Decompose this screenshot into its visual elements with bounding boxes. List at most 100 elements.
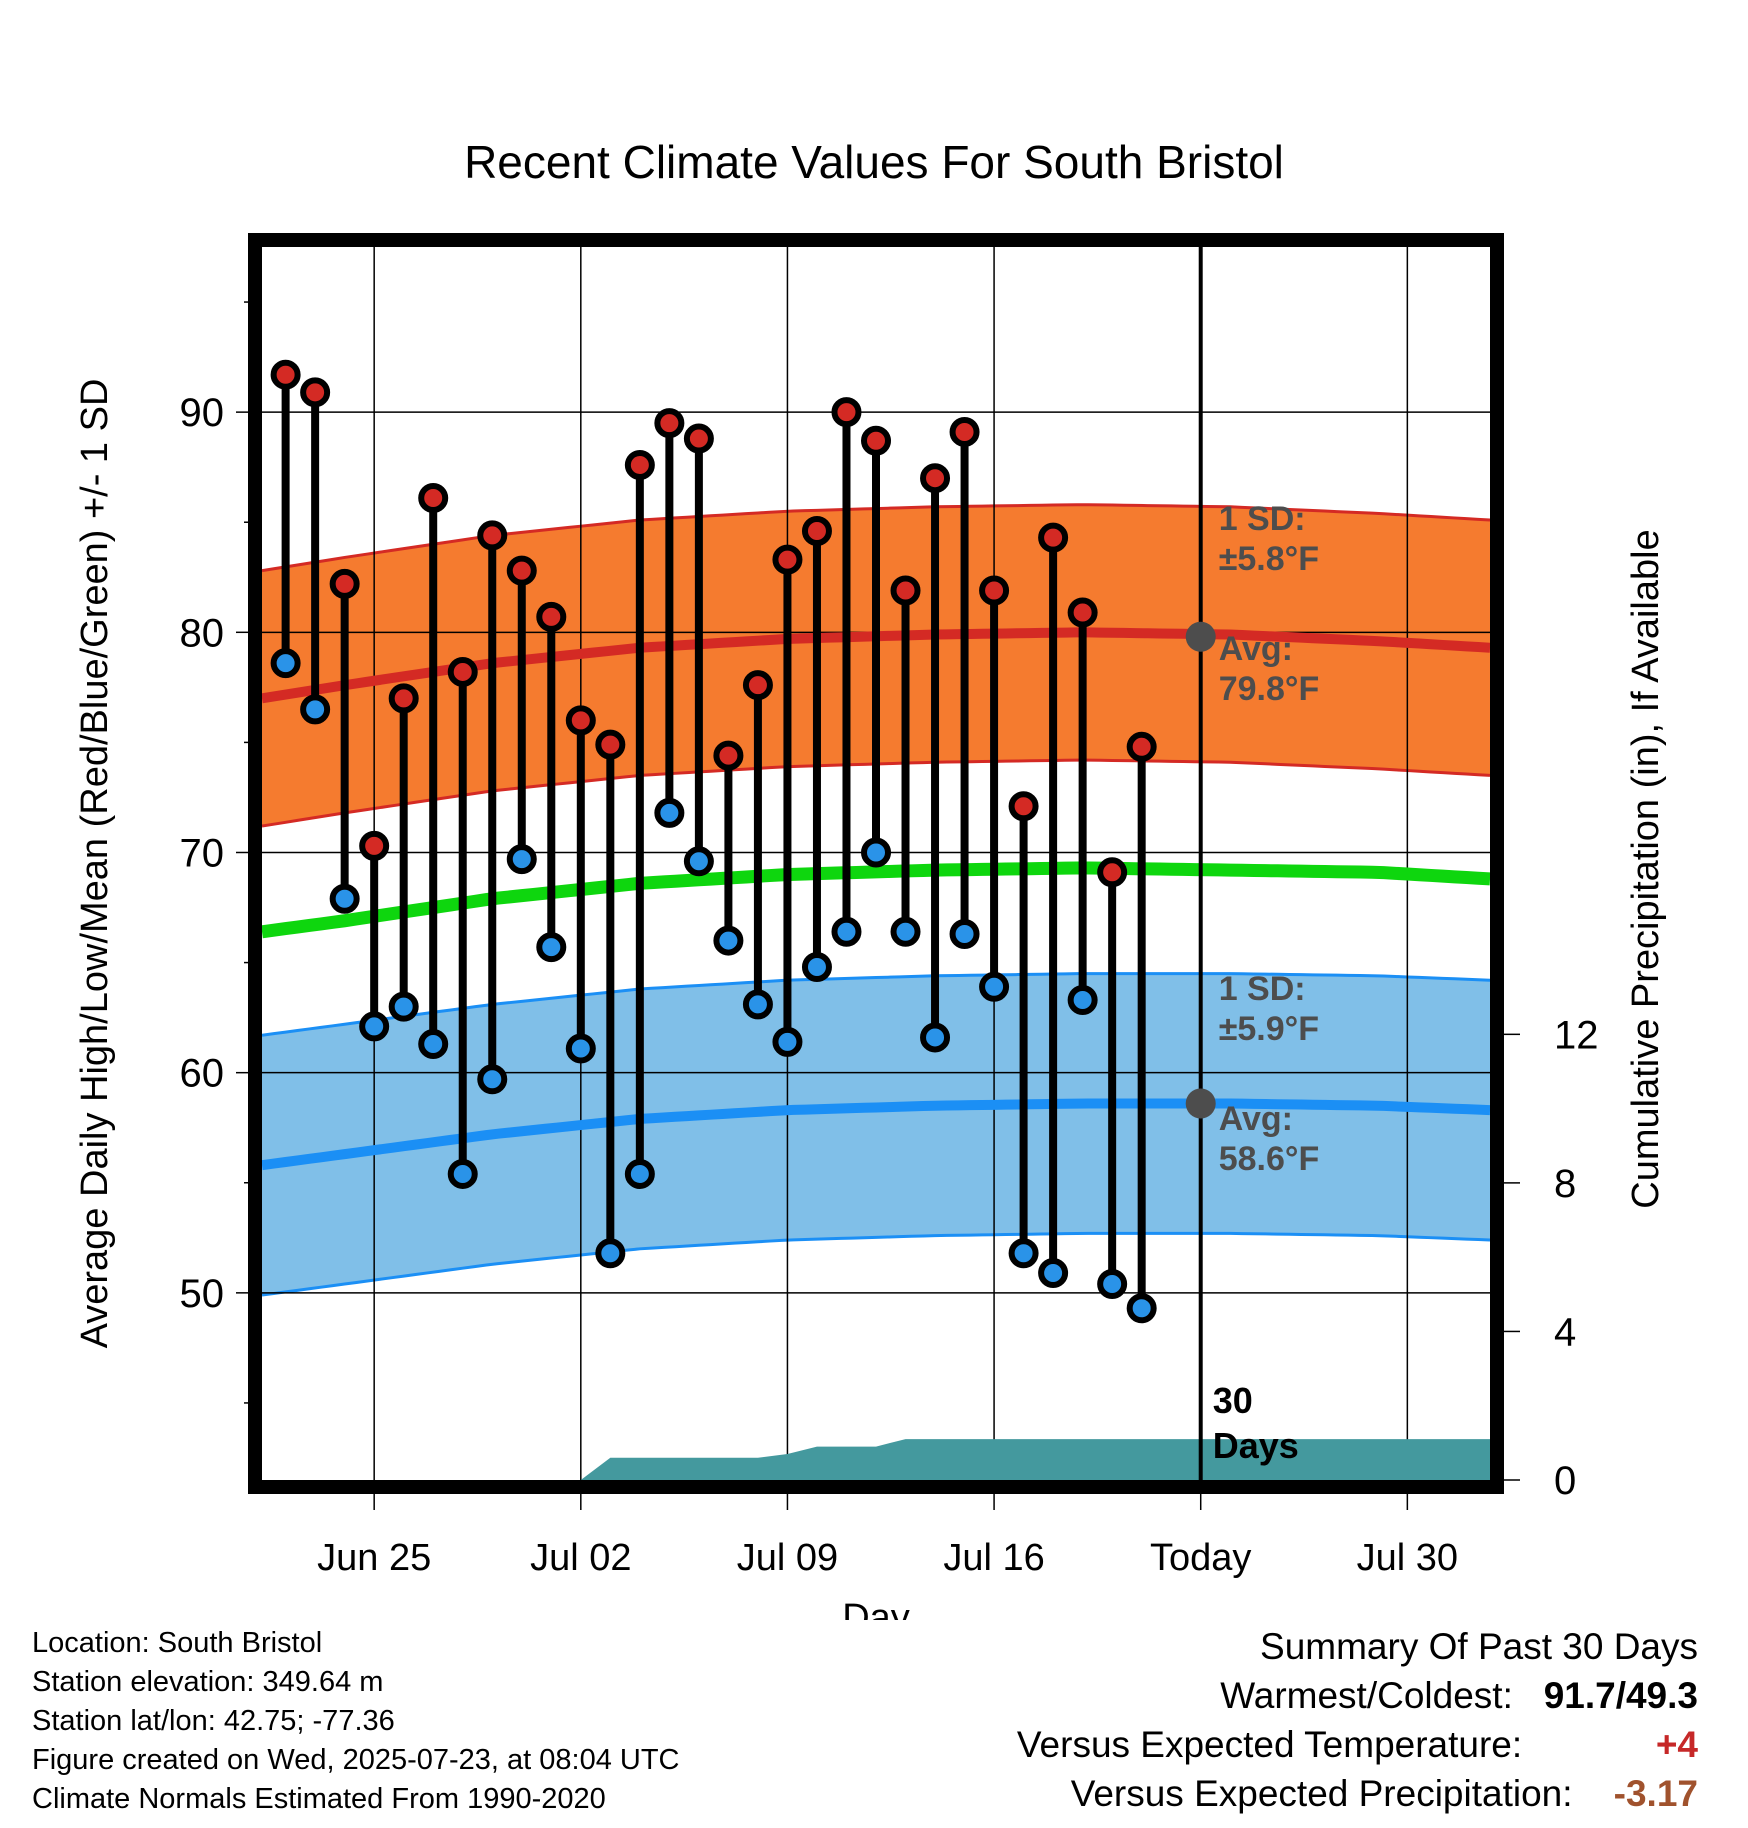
observed-high-point bbox=[654, 408, 685, 439]
daily-mean-normal-line bbox=[262, 861, 1490, 939]
observed-high-point bbox=[1038, 522, 1069, 553]
y2-axis-label: Cumulative Precipitation (in), If Availa… bbox=[1625, 529, 1667, 1208]
observed-high-point bbox=[418, 483, 449, 514]
normals-text: Climate Normals Estimated From 1990-2020 bbox=[32, 1783, 606, 1815]
observed-high-point bbox=[624, 449, 655, 480]
observed-high-point bbox=[447, 656, 478, 687]
observed-low-point bbox=[536, 932, 567, 963]
chart-title: Recent Climate Values For South Bristol bbox=[464, 136, 1284, 188]
observed-high-point bbox=[1097, 857, 1128, 888]
observed-high-point bbox=[565, 705, 596, 736]
observed-high-point bbox=[536, 601, 567, 632]
y-tick-label: 50 bbox=[180, 1272, 225, 1316]
elevation-text: Station elevation: 349.64 m bbox=[32, 1666, 384, 1698]
low-avg-annotation-line2: 58.6°F bbox=[1219, 1140, 1320, 1178]
observed-low-point bbox=[772, 1026, 803, 1057]
temp-deviation-label: Versus Expected Temperature: bbox=[1016, 1724, 1523, 1765]
observed-low-point bbox=[949, 918, 980, 949]
observed-high-point bbox=[772, 544, 803, 575]
observed-low-point bbox=[447, 1158, 478, 1189]
low-sd-annotation-line2: ±5.9°F bbox=[1219, 1010, 1319, 1048]
precip-deviation-row: Versus Expected Precipitation: -3.17 bbox=[1017, 1769, 1698, 1818]
observed-low-point bbox=[890, 916, 921, 947]
observed-low-point bbox=[359, 1011, 390, 1042]
observed-high-point bbox=[890, 575, 921, 606]
y-tick-label: 90 bbox=[180, 391, 225, 435]
low-avg-annotation-line1: Avg: bbox=[1219, 1100, 1293, 1138]
low-sd-lower-edge bbox=[262, 1231, 1490, 1297]
observed-high-point bbox=[742, 670, 773, 701]
summary-panel: Summary Of Past 30 Days Warmest/Coldest:… bbox=[1017, 1622, 1698, 1818]
observed-high-point bbox=[861, 425, 891, 456]
y-tick-label: 60 bbox=[180, 1052, 225, 1096]
observed-high-point bbox=[1008, 791, 1039, 822]
summary-title: Summary Of Past 30 Days bbox=[1260, 1626, 1698, 1667]
observed-low-point bbox=[861, 837, 891, 868]
observed-low-point bbox=[1067, 985, 1098, 1016]
observed-high-point bbox=[949, 416, 980, 447]
high-avg-annotation-line1: Avg: bbox=[1219, 630, 1293, 668]
station-info: Location: South Bristol Station elevatio… bbox=[32, 1624, 680, 1819]
x-axis-label: Day bbox=[842, 1597, 910, 1620]
observed-high-point bbox=[388, 683, 419, 714]
x-tick-label: Jul 16 bbox=[943, 1537, 1044, 1579]
observed-low-point bbox=[418, 1029, 449, 1060]
observed-high-point bbox=[270, 359, 301, 390]
observed-low-point bbox=[565, 1033, 596, 1064]
observed-low-point bbox=[477, 1064, 508, 1095]
y2-tick-label: 4 bbox=[1554, 1310, 1576, 1354]
observed-low-point bbox=[683, 846, 714, 877]
y-tick-label: 80 bbox=[180, 611, 225, 655]
temp-deviation-value: +4 bbox=[1655, 1724, 1698, 1765]
observed-low-point bbox=[624, 1158, 655, 1189]
y2-tick-label: 0 bbox=[1554, 1459, 1576, 1503]
observed-high-point bbox=[1067, 597, 1098, 628]
observed-low-point bbox=[713, 925, 744, 956]
observed-low-point bbox=[388, 991, 419, 1022]
period-label-1: Days bbox=[1213, 1425, 1299, 1466]
observed-low-point bbox=[801, 951, 832, 982]
temp-deviation-row: Versus Expected Temperature: +4 bbox=[1017, 1720, 1698, 1769]
observed-high-point bbox=[831, 397, 862, 428]
observed-low-point bbox=[506, 844, 537, 875]
observed-high-point bbox=[595, 729, 626, 760]
observed-high-point bbox=[713, 740, 744, 771]
observed-low-point bbox=[654, 797, 685, 828]
x-tick-label: Today bbox=[1150, 1537, 1251, 1579]
low-avg-marker bbox=[1185, 1088, 1216, 1119]
x-tick-label: Jul 30 bbox=[1357, 1537, 1458, 1579]
observed-high-point bbox=[801, 516, 832, 547]
observed-high-point bbox=[506, 555, 537, 586]
observed-low-point bbox=[1126, 1293, 1157, 1324]
x-tick-label: Jun 25 bbox=[317, 1537, 431, 1579]
precip-deviation-label: Versus Expected Precipitation: bbox=[1070, 1773, 1573, 1814]
low-sd-annotation-line1: 1 SD: bbox=[1219, 970, 1306, 1008]
high-avg-marker bbox=[1185, 621, 1216, 652]
created-text: Figure created on Wed, 2025-07-23, at 08… bbox=[32, 1744, 680, 1776]
observed-low-point bbox=[1097, 1269, 1128, 1300]
observed-high-point bbox=[683, 423, 714, 454]
observed-low-point bbox=[1038, 1258, 1069, 1289]
latlon-text: Station lat/lon: 42.75; -77.36 bbox=[32, 1705, 395, 1737]
observed-high-point bbox=[359, 830, 390, 861]
warmest-coldest-row: Warmest/Coldest: 91.7/49.3 bbox=[1017, 1671, 1698, 1720]
observed-low-point bbox=[831, 916, 862, 947]
y-axis-label: Average Daily High/Low/Mean (Red/Blue/Gr… bbox=[74, 379, 116, 1349]
y2-tick-label: 8 bbox=[1554, 1162, 1576, 1206]
observed-low-point bbox=[979, 971, 1010, 1002]
high-sd-annotation-line1: 1 SD: bbox=[1219, 500, 1306, 538]
observed-low-point bbox=[329, 883, 360, 914]
observed-low-point bbox=[595, 1238, 626, 1269]
precipitation-area bbox=[262, 1439, 1490, 1480]
x-tick-label: Jul 02 bbox=[530, 1537, 631, 1579]
observed-low-point bbox=[300, 694, 331, 725]
high-sd-annotation-line2: ±5.8°F bbox=[1219, 540, 1319, 578]
observed-low-point bbox=[920, 1022, 951, 1053]
observed-high-point bbox=[329, 568, 360, 599]
observed-high-point bbox=[300, 377, 331, 408]
observed-low-point bbox=[1008, 1238, 1039, 1269]
observed-high-point bbox=[477, 520, 508, 551]
observed-low-point bbox=[270, 648, 301, 679]
y2-tick-label: 12 bbox=[1554, 1013, 1599, 1057]
